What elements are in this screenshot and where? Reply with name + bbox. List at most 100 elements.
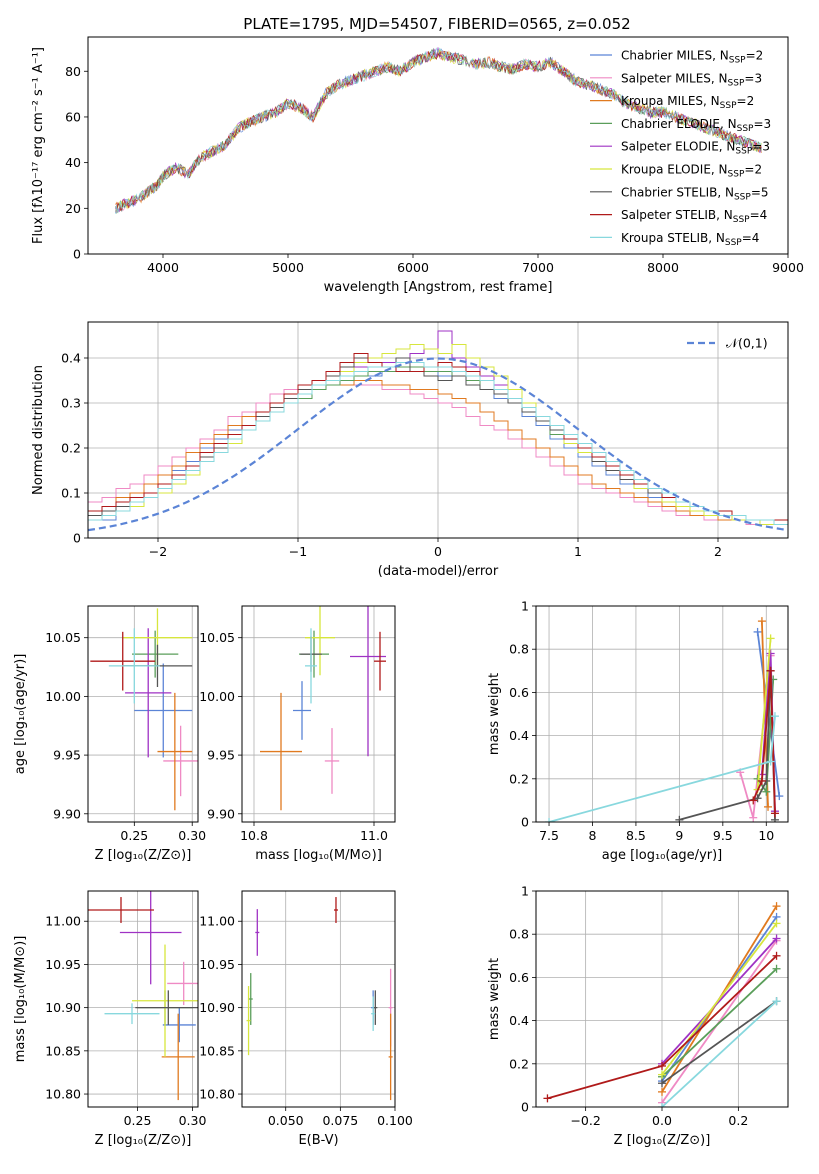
legend-entry: Chabrier STELIB, NSSP=5 (621, 185, 769, 202)
y-tick-label: 0.8 (509, 642, 529, 657)
x-axis-label: mass [log₁₀(M/M⊙)] (255, 848, 382, 863)
y-axis-label: Normed distribution (31, 365, 46, 495)
massweight-series (543, 902, 781, 1107)
y-tick-label: 0.4 (509, 728, 529, 743)
chart-layer: 4000 5000 6000 7000 8000 9000020406080wavelen… (13, 36, 804, 1148)
massweight-vs-age-panel: 7.5 8 8.5 9 9.5 10 0 0.2 0.4 0.6 0.8 1 age [log₁₀(ag… (487, 599, 789, 863)
y-tick-label: 11.00 (199, 914, 235, 929)
x-tick-label: 9.5 (713, 828, 733, 843)
errorbar-points (246, 897, 393, 1101)
x-tick-label: 0.30 (178, 828, 206, 843)
x-tick-label: 8.5 (626, 828, 646, 843)
y-tick-label: 0 (521, 1100, 529, 1115)
y-tick-label: 9.95 (53, 748, 81, 763)
y-tick-label: 10.90 (199, 1000, 235, 1015)
axes-frame (87, 890, 199, 1108)
y-tick-label: 0 (73, 531, 81, 546)
y-tick-label: 0.6 (509, 685, 529, 700)
histogram-kroupa-stelib (88, 362, 788, 525)
legend-subscript: SSP (729, 56, 746, 66)
spectrum-series (115, 47, 762, 215)
axes-frame (87, 321, 789, 539)
x-tick-label: 5000 (272, 260, 304, 275)
y-tick-label: 10.00 (45, 689, 81, 704)
y-tick-label: 10.80 (199, 1087, 235, 1102)
spectrum-line-kroupa-elodie (115, 49, 762, 212)
x-tick-label: 0.075 (322, 1113, 358, 1128)
gridlines (88, 891, 198, 1107)
y-tick-label: 1 (521, 599, 529, 614)
y-tick-label: 10.05 (199, 630, 235, 645)
gridlines (536, 605, 788, 823)
massweight-series (545, 617, 784, 822)
legend-nssp-value: =3 (752, 140, 770, 154)
legend-entry: Kroupa ELODIE, NSSP=2 (621, 163, 762, 180)
spectrum-line-chabrier-stelib (115, 47, 762, 213)
x-tick-label: 11.0 (360, 828, 388, 843)
y-tick-label: 0.4 (509, 1013, 529, 1028)
axes-frame (241, 890, 396, 1108)
legend-entry: Chabrier MILES, NSSP=2 (621, 49, 763, 66)
x-tick-label: 9 (675, 828, 683, 843)
x-tick-label: 2 (714, 544, 722, 559)
age-vs-Z-panel: 0.25 0.30 9.90 9.95 10.00 10.05 Z [log₁₀(Z/Z⊙)… (13, 605, 206, 863)
gridlines (242, 606, 395, 822)
y-tick-label: 20 (65, 201, 81, 216)
legend-nssp-value: =2 (744, 163, 762, 177)
x-tick-label: −1 (289, 544, 307, 559)
y-tick-label: 10.00 (199, 689, 235, 704)
reference-legend-label: 𝒩(0,1) (726, 336, 768, 351)
axes-frame (87, 36, 789, 255)
legend-subscript: SSP (733, 215, 750, 225)
x-tick-label: 7.5 (539, 828, 559, 843)
x-tick-label: 1 (574, 544, 582, 559)
y-axis-label: mass weight (487, 958, 502, 1040)
residuals-panel: −2 −1 0 1 2 0 0.1 0.2 0.3 0.4 (data-model)/error No… (31, 321, 789, 579)
x-tick-label: 6000 (397, 260, 429, 275)
y-tick-label: 0 (521, 815, 529, 830)
massweight-line-salpeter-elodie (661, 937, 778, 1065)
legend-entry: Salpeter ELODIE, NSSP=3 (621, 140, 770, 157)
spectrum-panel: 4000 5000 6000 7000 8000 9000 0 20 40 60 80 wavelen… (31, 36, 804, 295)
x-axis-label: (data-model)/error (378, 564, 499, 579)
spectrum-legend: Chabrier MILES, NSSP=2 Salpeter MILES, NS… (590, 49, 771, 248)
x-axis-label: Z [log₁₀(Z/Z⊙)] (95, 848, 192, 863)
massweight-line-kroupa-stelib (548, 716, 776, 822)
histogram-kroupa-miles (88, 380, 788, 525)
y-tick-label: 0.6 (509, 970, 529, 985)
x-tick-label: 9000 (772, 260, 804, 275)
x-tick-label: 7000 (522, 260, 554, 275)
legend-subscript: SSP (728, 170, 745, 180)
x-tick-label: 10.8 (240, 828, 268, 843)
x-axis-label: Z [log₁₀(Z/Z⊙)] (95, 1133, 192, 1148)
gridlines (242, 891, 396, 1107)
massweight-line-kroupa-elodie (661, 922, 778, 1076)
axes-frame (87, 605, 199, 823)
y-tick-label: 9.90 (207, 806, 235, 821)
errorbar-points (88, 891, 198, 1101)
x-tick-label: 0.30 (179, 1113, 207, 1128)
y-tick-label: 10.90 (45, 1000, 81, 1015)
y-tick-label: 10.80 (45, 1087, 81, 1102)
y-tick-label: 10.95 (199, 957, 235, 972)
y-axis-label: Flux [fλ10⁻¹⁷ erg cm⁻² s⁻¹ A⁻¹] (31, 47, 46, 244)
figure-title: PLATE=1795, MJD=54507, FIBERID=0565, z=0… (243, 15, 630, 33)
y-tick-label: 9.95 (207, 748, 235, 763)
mass-vs-Z-panel: 0.25 0.30 10.80 10.85 10.90 10.95 11.00 Z [log₁… (13, 890, 207, 1148)
y-axis-label: age [log₁₀(age/yr)] (13, 654, 28, 775)
legend-entry: Chabrier ELODIE, NSSP=3 (621, 117, 771, 134)
legend-subscript: SSP (725, 238, 742, 248)
y-tick-label: 0.1 (61, 486, 81, 501)
legend-nssp-value: =2 (737, 94, 755, 108)
legend-nssp-value: =3 (744, 71, 762, 85)
y-tick-label: 0.3 (61, 396, 81, 411)
y-tick-label: 1 (521, 884, 529, 899)
y-tick-label: 0.2 (61, 441, 81, 456)
legend-entry: Salpeter MILES, NSSP=3 (621, 71, 762, 88)
legend-nssp-value: =5 (751, 185, 769, 199)
x-axis-label: wavelength [Angstrom, rest frame] (324, 280, 553, 295)
y-tick-label: 10.85 (199, 1043, 235, 1058)
y-tick-label: 80 (65, 64, 81, 79)
x-tick-label: 0.050 (268, 1113, 304, 1128)
y-tick-label: 10.95 (45, 957, 81, 972)
